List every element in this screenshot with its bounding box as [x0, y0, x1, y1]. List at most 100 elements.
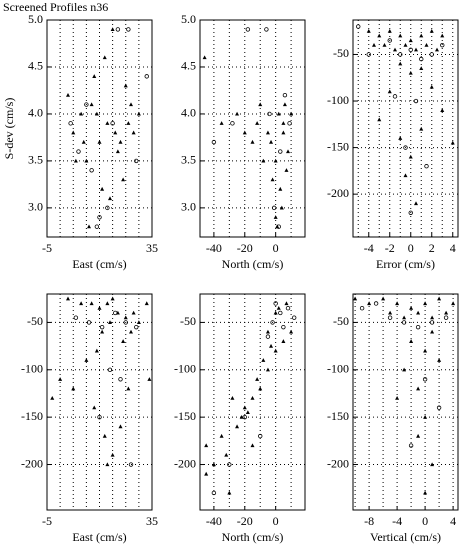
y-tick-label: -150: [327, 409, 349, 423]
point: [105, 462, 110, 467]
point: [408, 47, 413, 53]
x-tick-label: -40: [206, 241, 222, 255]
point: [367, 301, 372, 306]
point: [281, 121, 286, 125]
y-tick-label: -100: [327, 93, 349, 107]
x-tick-label: -4: [392, 514, 402, 528]
point: [269, 343, 274, 348]
point: [134, 158, 139, 164]
point: [387, 28, 392, 33]
point: [89, 301, 94, 306]
point: [123, 83, 128, 88]
point: [419, 56, 424, 62]
point: [126, 386, 131, 391]
x-tick-label: 0: [273, 241, 279, 255]
point: [356, 24, 361, 29]
point: [110, 296, 115, 301]
point: [408, 38, 413, 43]
point: [450, 140, 455, 145]
point: [105, 121, 110, 125]
point: [440, 33, 445, 38]
point: [414, 201, 418, 206]
y-tick-label: -50: [333, 314, 349, 328]
point: [219, 121, 224, 125]
y-tick-label: 3.5: [181, 153, 196, 167]
point: [265, 367, 270, 372]
point: [235, 111, 240, 116]
point: [270, 177, 275, 182]
point: [255, 121, 260, 125]
plot-frame: [352, 19, 459, 238]
point: [118, 424, 123, 429]
point: [387, 38, 392, 43]
point: [282, 92, 288, 98]
point: [416, 386, 421, 391]
point: [430, 329, 435, 334]
point: [424, 42, 429, 47]
point: [136, 111, 141, 116]
point: [264, 27, 269, 32]
point: [105, 205, 110, 211]
point: [110, 27, 115, 31]
point: [276, 306, 281, 310]
point: [423, 301, 428, 306]
point: [423, 490, 428, 495]
point: [287, 121, 292, 126]
point: [429, 52, 434, 57]
point: [419, 66, 424, 71]
x-tick-label: -20: [237, 241, 253, 255]
point: [102, 433, 107, 438]
y-tick-label: 4.5: [28, 59, 43, 73]
point: [224, 452, 229, 457]
y-tick-label: -200: [174, 456, 196, 470]
point: [110, 452, 115, 457]
y-tick-label: 5.0: [181, 12, 196, 26]
point: [261, 158, 266, 163]
point: [270, 320, 275, 325]
x-tick-label: 4: [450, 514, 456, 528]
point: [281, 339, 286, 343]
plot-frame: [199, 293, 306, 511]
point: [382, 42, 387, 47]
point: [86, 320, 92, 325]
point: [227, 462, 232, 467]
point: [451, 301, 456, 306]
point: [255, 377, 260, 381]
point: [403, 42, 408, 47]
point: [66, 92, 70, 97]
point: [398, 52, 403, 57]
point: [281, 130, 286, 135]
point: [76, 149, 81, 154]
point: [392, 94, 398, 99]
point: [92, 74, 97, 78]
x-tick-label: 2: [429, 241, 435, 255]
point: [387, 89, 392, 94]
x-tick-label: -5: [42, 514, 52, 528]
point: [84, 158, 89, 163]
point: [235, 424, 240, 429]
x-tick-label: 35: [146, 241, 158, 255]
point: [395, 301, 400, 306]
y-tick-label: 4.0: [181, 106, 196, 120]
point: [429, 84, 434, 89]
figure-title: Screened Profiles n36: [3, 0, 108, 14]
point: [381, 296, 386, 301]
point: [419, 33, 424, 38]
point: [68, 121, 73, 126]
point: [219, 433, 224, 438]
y-tick-label: 4.0: [28, 106, 43, 120]
y-tick-label: -200: [21, 456, 43, 470]
point: [398, 61, 403, 66]
point: [50, 396, 55, 400]
point: [94, 348, 99, 353]
point: [276, 224, 281, 229]
y-tick-label: -100: [327, 362, 349, 376]
y-tick-label: -150: [174, 409, 196, 423]
y-tick-label: 3.5: [28, 153, 43, 167]
point: [377, 33, 382, 38]
point: [387, 315, 393, 320]
point: [437, 296, 442, 301]
point: [121, 339, 126, 343]
point: [265, 329, 270, 334]
point: [97, 414, 102, 420]
